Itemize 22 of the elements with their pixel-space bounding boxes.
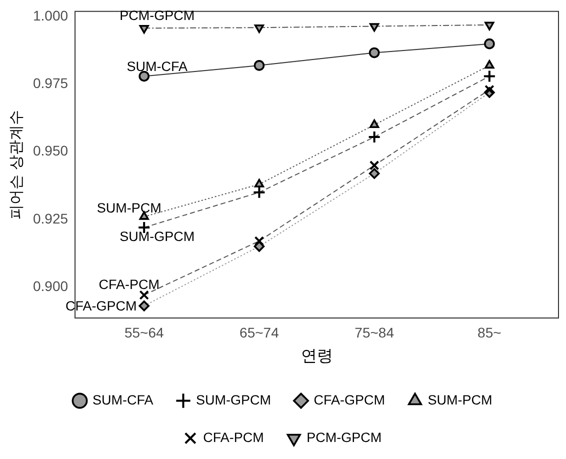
annotation: CFA-PCM bbox=[98, 276, 160, 292]
x-axis-title: 연령 bbox=[300, 348, 333, 365]
y-tick-label: 0.975 bbox=[32, 75, 68, 92]
legend-label: SUM-GPCM bbox=[196, 392, 272, 408]
x-tick-label: 85~ bbox=[478, 324, 502, 340]
annotation: SUM-PCM bbox=[96, 200, 162, 216]
annotation: SUM-GPCM bbox=[120, 229, 195, 244]
x-tick-label: 65~74 bbox=[240, 324, 280, 340]
y-axis-title: 피어슨 상관계수 bbox=[8, 110, 26, 220]
legend-label: SUM-PCM bbox=[428, 392, 492, 408]
annotation: SUM-CFA bbox=[126, 58, 188, 74]
annotation: PCM-GPCM bbox=[120, 8, 195, 23]
y-tick-label: 0.925 bbox=[32, 210, 68, 226]
legend-label: CFA-GPCM bbox=[314, 392, 386, 408]
x-tick-label: 75~84 bbox=[354, 324, 394, 340]
legend-label: PCM-GPCM bbox=[306, 430, 382, 445]
legend-label: CFA-PCM bbox=[203, 430, 264, 445]
x-tick-label: 55~64 bbox=[124, 324, 164, 340]
y-tick-label: 0.950 bbox=[32, 142, 68, 159]
legend-label: SUM-CFA bbox=[92, 392, 154, 408]
y-tick-label: 0.900 bbox=[32, 278, 68, 294]
y-tick-label: 1.000 bbox=[32, 8, 68, 24]
